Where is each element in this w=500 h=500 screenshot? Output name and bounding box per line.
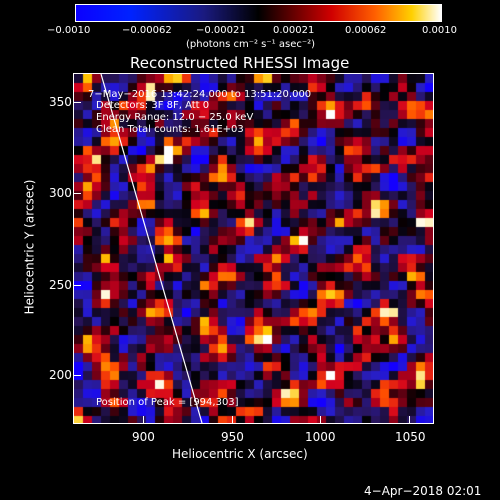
y-tick-350 xyxy=(74,102,81,103)
overlay-clean-counts: Clean Total counts: 1.61E+03 xyxy=(96,124,244,135)
y-tick-label-250: 250 xyxy=(49,278,72,292)
colorbar-unit-label: (photons cm⁻² s⁻¹ asec⁻²) xyxy=(186,39,316,50)
colorbar-tick-2: −0.00062 xyxy=(122,25,172,36)
y-axis-label: Heliocentric Y (arcsec) xyxy=(22,179,37,315)
x-tick-label-1000: 1000 xyxy=(305,430,336,444)
y-tick-label-300: 300 xyxy=(49,186,72,200)
x-tick-950 xyxy=(232,416,233,423)
colorbar-tick-1: −0.0010 xyxy=(47,25,91,36)
x-tick-1050 xyxy=(409,416,410,423)
x-tick-1000 xyxy=(320,416,321,423)
image-panel: 7−May−2016 13:42:24.000 to 13:51:20.000 … xyxy=(73,73,434,424)
colorbar xyxy=(75,4,442,22)
footer-date: 4−Apr−2018 02:01 xyxy=(364,484,482,498)
colorbar-tick-4: 0.00021 xyxy=(273,25,315,36)
x-tick-label-950: 950 xyxy=(221,430,244,444)
y-tick-label-200: 200 xyxy=(49,368,72,382)
overlay-energy-range: Energy Range: 12.0 − 25.0 keV xyxy=(96,112,254,123)
x-tick-label-1050: 1050 xyxy=(395,430,426,444)
y-tick-250 xyxy=(74,285,81,286)
limb-line xyxy=(100,74,203,423)
y-tick-label-350: 350 xyxy=(49,95,72,109)
rhessi-image-pixels xyxy=(74,74,433,423)
x-tick-label-900: 900 xyxy=(132,430,155,444)
overlay-time-range: 7−May−2016 13:42:24.000 to 13:51:20.000 xyxy=(88,89,312,100)
x-tick-900 xyxy=(143,416,144,423)
overlay-detectors: Detectors: 3F 8F, Att 0 xyxy=(96,100,210,111)
colorbar-tick-3: −0.00021 xyxy=(196,25,246,36)
y-tick-200 xyxy=(74,375,81,376)
y-tick-300 xyxy=(74,193,81,194)
colorbar-tick-6: 0.0010 xyxy=(422,25,457,36)
overlay-position-of-peak: Position of Peak = [994,303] xyxy=(96,397,239,408)
plot-title: Reconstructed RHESSI Image xyxy=(130,54,350,72)
colorbar-tick-5: 0.00062 xyxy=(345,25,387,36)
x-axis-label: Heliocentric X (arcsec) xyxy=(172,447,308,461)
